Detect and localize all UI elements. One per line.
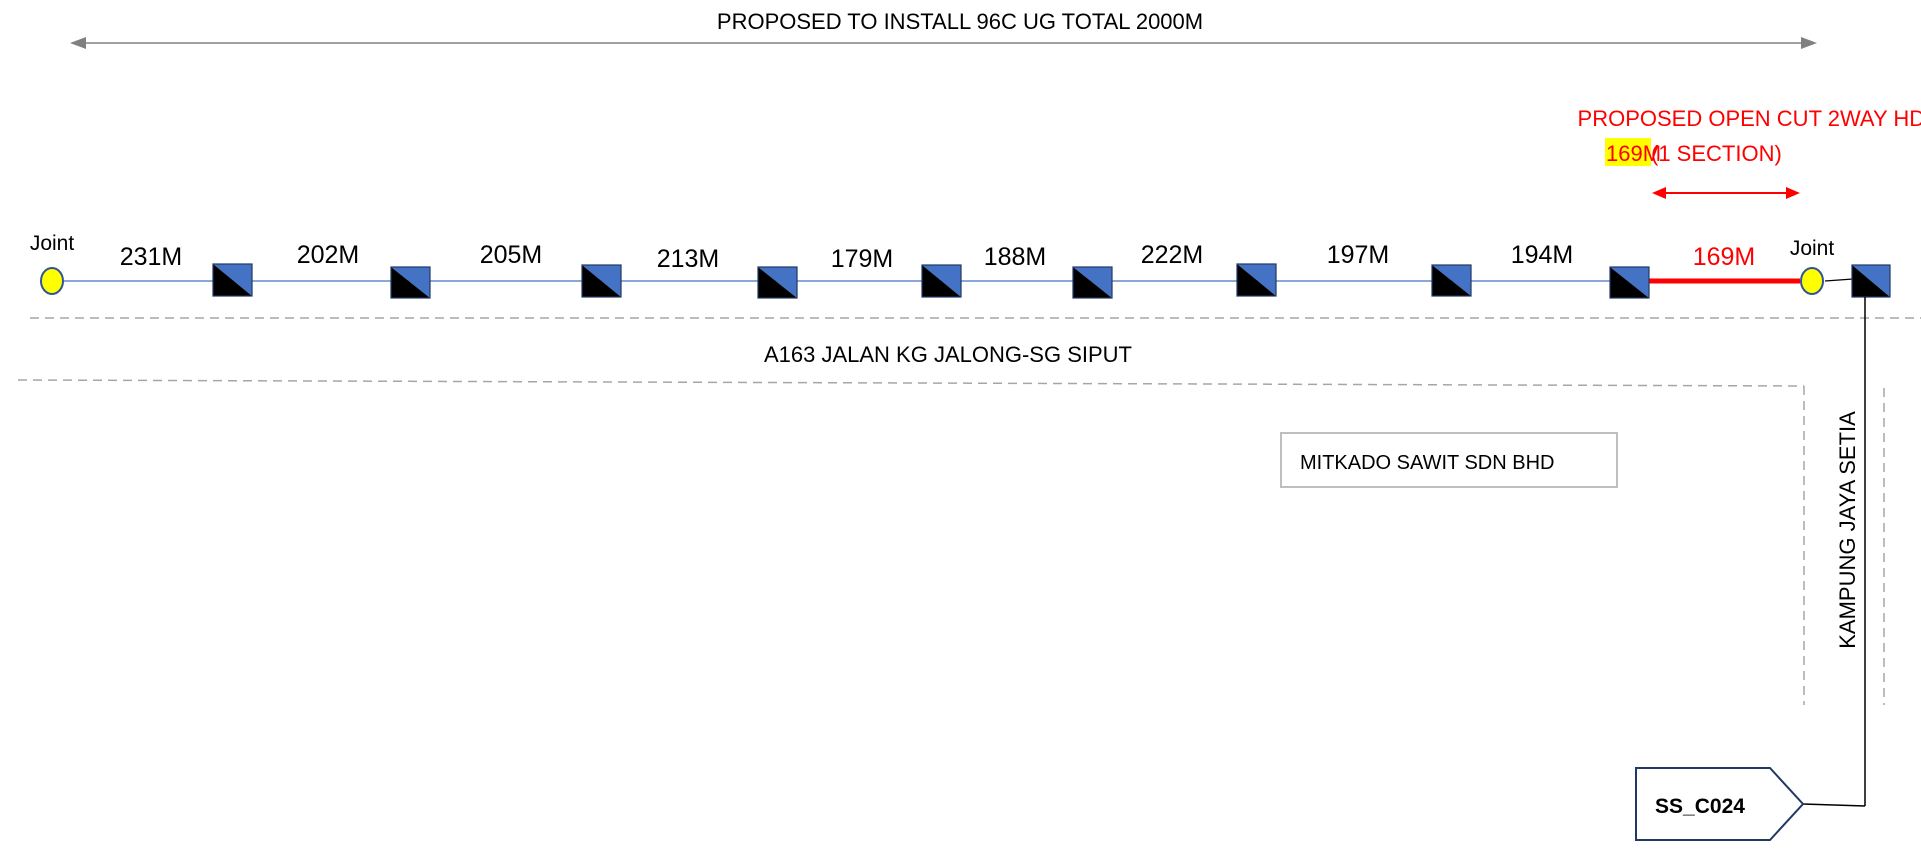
cable-route [64, 278, 1854, 284]
manhole-icon [1431, 264, 1472, 297]
manhole-black-half [1073, 267, 1112, 298]
proposed-arrowhead-left [1652, 187, 1666, 199]
manhole-icon [1609, 266, 1650, 299]
proposed-section-count: (1 SECTION) [1651, 141, 1782, 166]
joint-icon [1800, 267, 1824, 295]
manhole-icon [757, 266, 798, 299]
highlight-box [1605, 138, 1651, 166]
manhole-5 [921, 264, 962, 298]
feeder-horizontal-line [1802, 803, 1866, 807]
substation-flag [1635, 767, 1805, 841]
segment-length-label: 213M [657, 245, 720, 273]
substation-feeder: SS_C024 [1635, 297, 1866, 841]
manhole-9 [1609, 266, 1650, 299]
manhole-icon [1236, 263, 1277, 297]
manhole-icon [581, 264, 622, 298]
dimension-arrowhead-left [70, 37, 86, 49]
side-road-label: KAMPUNG JAYA SETIA [1835, 411, 1860, 649]
segment-length-label: 222M [1141, 241, 1204, 269]
manhole-icon [390, 266, 431, 299]
manhole-black-half [1432, 265, 1471, 296]
segment-length-label: 179M [831, 245, 894, 273]
segment-length-label: 188M [984, 243, 1047, 271]
segment-length-label: 231M [120, 243, 183, 271]
side-road: KAMPUNG JAYA SETIA [1803, 386, 1885, 705]
property-box: MITKADO SAWIT SDN BHD [1280, 432, 1618, 488]
proposed-annotation: PROPOSED OPEN CUT 2WAY HDPE 169M (1 SECT… [1578, 106, 1921, 199]
joint-label: Joint [30, 232, 75, 255]
manhole-black-half [213, 264, 252, 296]
proposed-title: PROPOSED OPEN CUT 2WAY HDPE [1578, 106, 1921, 131]
manhole-icon [1072, 266, 1113, 299]
main-road-label: A163 JALAN KG JALONG-SG SIPUT [764, 342, 1132, 367]
property-label: MITKADO SAWIT SDN BHD [1300, 452, 1554, 474]
manhole-black-half [582, 265, 621, 297]
manhole-6 [1072, 266, 1113, 299]
joint-start: Joint [30, 232, 75, 295]
cable-tail-line [1824, 278, 1854, 282]
segment-labels: 231M 202M 205M 213M 179M 188M 222M 197M … [120, 241, 1756, 273]
joint-end: Joint [1790, 237, 1835, 295]
manhole-black-half [1852, 265, 1890, 297]
manhole-icon [921, 264, 962, 298]
substation-label: SS_C024 [1655, 795, 1745, 818]
manhole-1 [212, 263, 253, 297]
segment-length-label: 194M [1511, 241, 1574, 269]
manhole-black-half [1610, 267, 1649, 298]
segment-length-label: 202M [297, 241, 360, 269]
manhole-black-half [1237, 264, 1276, 296]
joint-label: Joint [1790, 237, 1835, 260]
proposed-length-highlighted: 169M [1606, 141, 1661, 166]
segment-length-label: 205M [480, 241, 543, 269]
manhole-3 [581, 264, 622, 298]
total-dimension-label: PROPOSED TO INSTALL 96C UG TOTAL 2000M [717, 9, 1203, 34]
proposed-arrowhead-right [1786, 187, 1800, 199]
manhole-icon [1851, 264, 1891, 298]
main-road: A163 JALAN KG JALONG-SG SIPUT [17, 317, 1921, 387]
manhole-icon [212, 263, 253, 297]
total-dimension: PROPOSED TO INSTALL 96C UG TOTAL 2000M [70, 9, 1817, 49]
dimension-arrowhead-right [1801, 37, 1817, 49]
manhole-black-half [922, 265, 961, 297]
manhole-8 [1431, 264, 1472, 297]
manhole-black-half [391, 267, 430, 298]
proposed-segment-length-label: 169M [1693, 243, 1756, 271]
manhole-10 [1851, 264, 1891, 298]
manhole-black-half [758, 267, 797, 298]
road-edge-bottom [17, 379, 1805, 387]
joint-icon [40, 267, 64, 295]
manhole-4 [757, 266, 798, 299]
segment-length-label: 197M [1327, 241, 1390, 269]
manhole-7 [1236, 263, 1277, 297]
property-outline [1280, 432, 1618, 488]
manhole-2 [390, 266, 431, 299]
